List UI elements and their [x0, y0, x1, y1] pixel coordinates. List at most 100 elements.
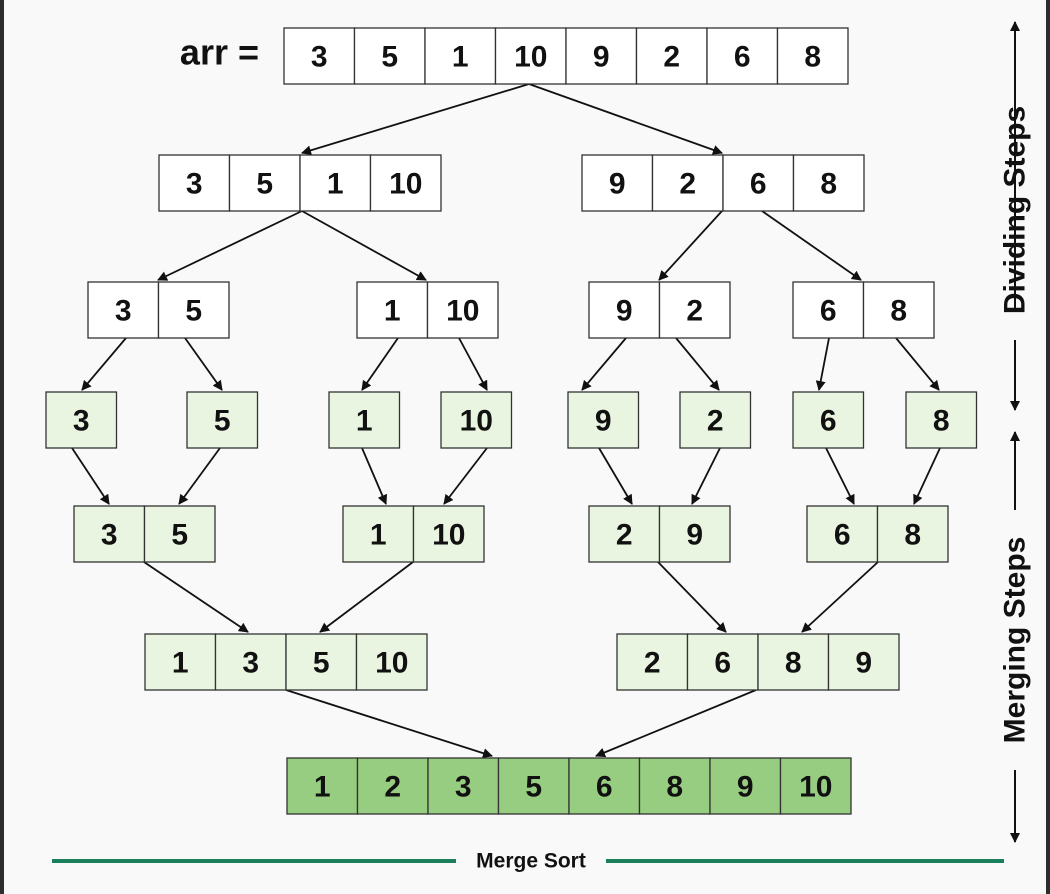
- array-cell: [876, 505, 949, 563]
- flow-arrow: [157, 210, 303, 281]
- cell-value: 5: [313, 647, 330, 680]
- array-cell: [228, 154, 301, 212]
- array-4-1: 1 10: [342, 505, 485, 563]
- cell-value: 2: [663, 41, 680, 74]
- array-6-0: 1 2 3 5 6 8 9 10: [286, 757, 852, 815]
- array-cell: [369, 154, 442, 212]
- flow-arrow: [825, 447, 855, 505]
- cell-value: 9: [609, 168, 626, 201]
- array-cell: [426, 281, 499, 339]
- array-cell: [686, 633, 759, 691]
- array-cell: [286, 757, 359, 815]
- array-cell: [827, 633, 900, 691]
- array-3-7: 8: [905, 391, 978, 449]
- flow-arrow: [184, 337, 223, 391]
- array-cell: [186, 391, 259, 449]
- cell-value: 2: [686, 295, 703, 328]
- array-0-0: 3 5 1 10 9 2 6 8: [283, 27, 849, 85]
- cell-value: 6: [834, 519, 851, 552]
- flow-arrow: [361, 447, 388, 505]
- flow-arrow: [815, 337, 830, 391]
- cell-value: 3: [115, 295, 132, 328]
- cell-value: 8: [890, 295, 907, 328]
- cell-value: 1: [452, 41, 469, 74]
- cell-value: 10: [389, 168, 422, 201]
- cell-value: 5: [256, 168, 273, 201]
- merging-steps-label: Merging Steps: [999, 537, 1032, 744]
- cell-value: 10: [432, 519, 465, 552]
- cell-value: 1: [172, 647, 189, 680]
- cell-value: 10: [799, 771, 832, 804]
- flow-arrow: [913, 447, 941, 505]
- flow-arrow: [895, 337, 940, 391]
- array-cell: [779, 757, 852, 815]
- array-cell: [776, 27, 849, 85]
- cell-value: 6: [820, 405, 837, 438]
- array-cell: [328, 391, 401, 449]
- array-3-6: 6: [792, 391, 865, 449]
- array-cell: [157, 281, 230, 339]
- arrows-layer: [71, 83, 941, 759]
- cell-value: 9: [593, 41, 610, 74]
- array-3-4: 9: [567, 391, 640, 449]
- cell-value: 5: [214, 405, 231, 438]
- cell-value: 3: [186, 168, 203, 201]
- cell-value: 8: [933, 405, 950, 438]
- flow-arrow: [71, 447, 110, 505]
- footer-title: Merge Sort: [476, 850, 586, 873]
- array-cell: [73, 505, 146, 563]
- cell-value: 2: [616, 519, 633, 552]
- array-cell: [568, 757, 641, 815]
- cell-value: 10: [514, 41, 547, 74]
- array-cell: [283, 27, 356, 85]
- cell-value: 9: [616, 295, 633, 328]
- cell-value: 10: [460, 405, 493, 438]
- array-3-1: 5: [186, 391, 259, 449]
- array-cell: [299, 154, 372, 212]
- cell-value: 8: [785, 647, 802, 680]
- array-cell: [792, 391, 865, 449]
- cell-value: 6: [750, 168, 767, 201]
- array-2-1: 1 10: [356, 281, 499, 339]
- flow-arrow: [581, 337, 627, 391]
- array-5-1: 2 6 8 9: [616, 633, 900, 691]
- cell-value: 10: [375, 647, 408, 680]
- array-cell: [440, 391, 513, 449]
- cell-value: 9: [737, 771, 754, 804]
- flow-arrow: [598, 447, 633, 505]
- cell-value: 9: [595, 405, 612, 438]
- cell-value: 9: [855, 647, 872, 680]
- flow-arrow: [595, 689, 757, 758]
- flow-arrow: [178, 447, 221, 505]
- cell-value: 1: [384, 295, 401, 328]
- array-3-0: 3: [45, 391, 118, 449]
- cell-value: 1: [370, 519, 387, 552]
- cell-value: 2: [679, 168, 696, 201]
- cell-value: 5: [171, 519, 188, 552]
- array-cell: [616, 633, 689, 691]
- array-cell: [679, 391, 752, 449]
- cell-value: 6: [596, 771, 613, 804]
- cell-value: 3: [73, 405, 90, 438]
- cell-value: 2: [384, 771, 401, 804]
- cell-value: 1: [314, 771, 331, 804]
- footer: Merge Sort: [52, 850, 1004, 873]
- cell-value: 6: [714, 647, 731, 680]
- array-3-2: 1: [328, 391, 401, 449]
- flow-arrow: [801, 561, 879, 633]
- flow-arrow: [285, 689, 493, 759]
- array-cell: [158, 154, 231, 212]
- cells-layer: 3 5 1 10 9 2 6 83 5 1 10 9 2 6 83 5 1 10 9 2 6 83 5 1 10 9 2 6 83 5 1 1…: [45, 27, 978, 815]
- array-cell: [905, 391, 978, 449]
- array-3-5: 2: [679, 391, 752, 449]
- array-cell: [412, 505, 485, 563]
- flow-arrow: [361, 337, 399, 391]
- array-cell: [427, 757, 500, 815]
- flow-arrow: [761, 210, 862, 281]
- cell-value: 5: [185, 295, 202, 328]
- array-cell: [143, 505, 216, 563]
- array-cell: [565, 27, 638, 85]
- flow-arrow: [443, 447, 488, 505]
- array-cell: [806, 505, 879, 563]
